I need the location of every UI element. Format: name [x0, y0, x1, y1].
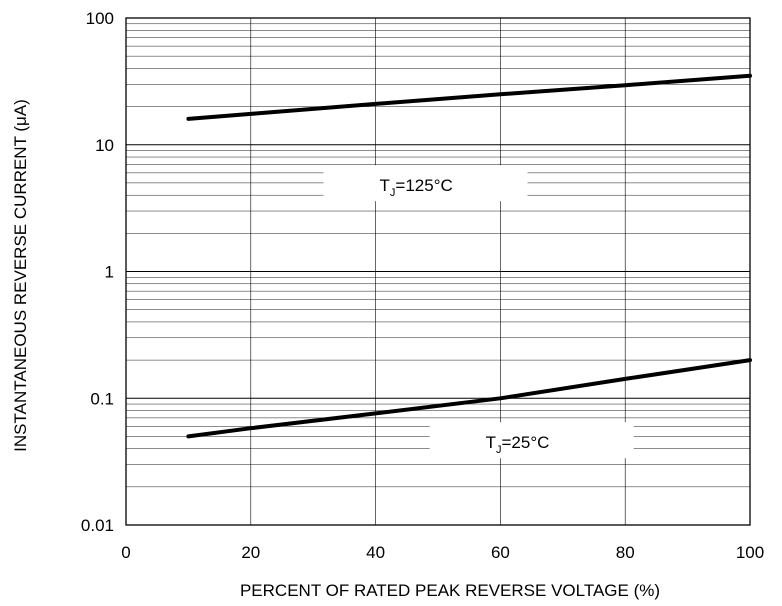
x-axis-title: PERCENT OF RATED PEAK REVERSE VOLTAGE (%… [240, 581, 660, 600]
annotation-box [323, 165, 528, 202]
plot-frame [125, 17, 751, 526]
tick-labels: 0 20 40 60 80 100 0.01 0.1 1 10 100 [81, 9, 764, 562]
series-group [186, 73, 752, 439]
x-tick-label: 20 [241, 543, 260, 562]
annotation-tj-25: TJ=25°C [486, 433, 550, 456]
y-tick-label: 1 [105, 263, 114, 282]
annotation-tj-125: TJ=125°C [380, 176, 453, 199]
annotation-boxes [323, 165, 634, 459]
series-line-2 [186, 358, 752, 439]
y-tick-label: 100 [86, 9, 114, 28]
y-tick-label: 0.1 [90, 389, 114, 408]
annotation-box [429, 422, 634, 459]
x-tick-label: 100 [736, 543, 764, 562]
y-tick-label: 0.01 [81, 516, 114, 535]
x-tick-label: 40 [366, 543, 385, 562]
x-tick-label: 80 [616, 543, 635, 562]
x-tick-label: 60 [491, 543, 510, 562]
annotation-group: TJ=125°C TJ=25°C [380, 176, 550, 456]
y-axis-title: INSTANTANEOUS REVERSE CURRENT (μA) [11, 99, 30, 452]
series-line-1 [186, 73, 752, 121]
y-tick-label: 10 [95, 136, 114, 155]
x-tick-label: 0 [121, 543, 130, 562]
